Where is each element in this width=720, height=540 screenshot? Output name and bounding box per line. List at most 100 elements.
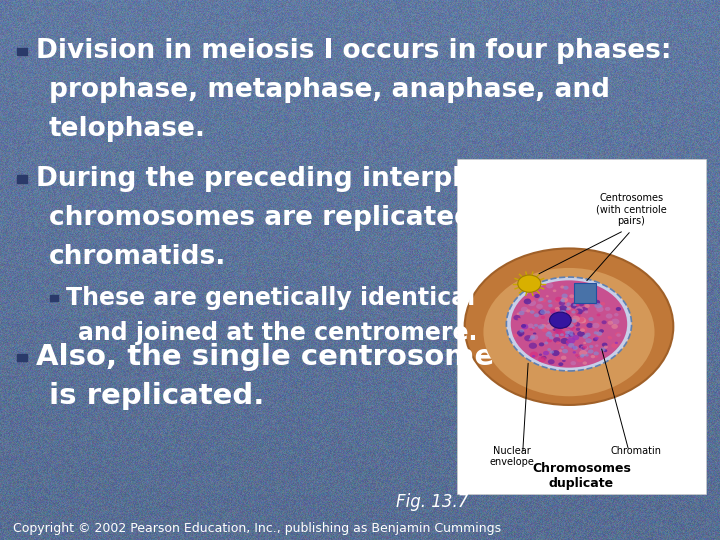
Circle shape xyxy=(513,315,521,320)
Text: prophase, metaphase, anaphase, and: prophase, metaphase, anaphase, and xyxy=(49,77,610,103)
Circle shape xyxy=(585,304,590,308)
Circle shape xyxy=(563,321,570,327)
Circle shape xyxy=(566,308,570,310)
Circle shape xyxy=(585,354,589,356)
Circle shape xyxy=(564,316,571,322)
Text: Centrosomes
(with centriole
pairs): Centrosomes (with centriole pairs) xyxy=(595,193,667,226)
Text: Copyright © 2002 Pearson Education, Inc., publishing as Benjamin Cummings: Copyright © 2002 Pearson Education, Inc.… xyxy=(13,522,501,535)
Circle shape xyxy=(572,346,578,350)
Circle shape xyxy=(560,320,564,323)
FancyBboxPatch shape xyxy=(17,354,27,361)
Circle shape xyxy=(592,323,600,328)
Circle shape xyxy=(552,327,558,331)
Circle shape xyxy=(549,350,554,354)
Circle shape xyxy=(581,354,585,357)
Circle shape xyxy=(567,320,575,327)
Circle shape xyxy=(530,334,539,341)
Circle shape xyxy=(580,355,584,358)
Circle shape xyxy=(565,320,569,323)
Circle shape xyxy=(548,359,554,364)
Circle shape xyxy=(553,337,560,343)
Circle shape xyxy=(572,346,576,349)
Circle shape xyxy=(565,334,569,338)
FancyBboxPatch shape xyxy=(17,48,27,55)
Circle shape xyxy=(560,333,564,336)
Circle shape xyxy=(567,323,572,326)
Circle shape xyxy=(526,309,531,313)
Circle shape xyxy=(606,314,613,319)
Circle shape xyxy=(559,310,567,315)
Circle shape xyxy=(549,312,571,328)
Circle shape xyxy=(585,333,590,337)
Circle shape xyxy=(521,307,528,312)
Circle shape xyxy=(559,325,564,328)
Circle shape xyxy=(531,335,535,339)
Text: Fig. 13.7: Fig. 13.7 xyxy=(396,493,468,511)
Circle shape xyxy=(567,330,573,335)
Circle shape xyxy=(575,354,579,357)
Circle shape xyxy=(536,304,543,309)
Circle shape xyxy=(564,319,570,324)
Circle shape xyxy=(555,328,563,334)
Circle shape xyxy=(546,332,552,337)
Circle shape xyxy=(576,356,584,362)
Circle shape xyxy=(608,336,612,340)
Circle shape xyxy=(557,322,562,327)
Circle shape xyxy=(543,351,549,355)
Circle shape xyxy=(570,326,575,330)
Circle shape xyxy=(585,292,589,294)
Circle shape xyxy=(549,308,555,313)
Circle shape xyxy=(569,323,575,328)
FancyBboxPatch shape xyxy=(50,295,58,301)
Circle shape xyxy=(538,356,546,362)
Circle shape xyxy=(539,310,545,315)
Circle shape xyxy=(608,336,611,339)
Circle shape xyxy=(555,307,560,310)
Circle shape xyxy=(593,300,600,305)
Circle shape xyxy=(541,316,545,319)
Circle shape xyxy=(523,299,531,305)
Circle shape xyxy=(572,299,576,302)
Circle shape xyxy=(539,354,542,356)
Circle shape xyxy=(565,332,573,338)
Circle shape xyxy=(557,312,562,316)
Circle shape xyxy=(569,320,577,326)
Circle shape xyxy=(570,322,576,326)
Circle shape xyxy=(596,332,603,337)
Circle shape xyxy=(560,338,569,344)
Circle shape xyxy=(548,304,553,307)
Circle shape xyxy=(546,325,552,329)
Circle shape xyxy=(562,301,569,306)
FancyBboxPatch shape xyxy=(457,159,706,494)
Circle shape xyxy=(562,319,568,323)
Circle shape xyxy=(538,324,544,329)
Circle shape xyxy=(534,324,538,327)
Circle shape xyxy=(539,298,544,301)
FancyBboxPatch shape xyxy=(17,175,27,183)
Circle shape xyxy=(588,349,593,354)
Circle shape xyxy=(589,345,593,348)
Circle shape xyxy=(530,328,534,331)
Circle shape xyxy=(566,340,570,343)
Circle shape xyxy=(539,323,542,326)
Circle shape xyxy=(584,310,588,314)
Circle shape xyxy=(562,294,568,298)
Circle shape xyxy=(568,323,574,328)
Circle shape xyxy=(556,341,560,345)
Circle shape xyxy=(572,315,580,322)
Circle shape xyxy=(556,356,560,360)
Circle shape xyxy=(564,299,572,305)
Circle shape xyxy=(615,332,621,337)
Circle shape xyxy=(554,332,557,334)
Circle shape xyxy=(578,302,584,306)
Circle shape xyxy=(611,343,618,348)
Circle shape xyxy=(540,324,547,329)
Circle shape xyxy=(552,319,557,323)
Circle shape xyxy=(602,342,608,347)
Circle shape xyxy=(575,322,580,327)
Circle shape xyxy=(570,329,573,332)
Circle shape xyxy=(595,322,600,326)
Circle shape xyxy=(526,298,530,301)
Circle shape xyxy=(565,331,570,334)
Circle shape xyxy=(555,297,562,301)
